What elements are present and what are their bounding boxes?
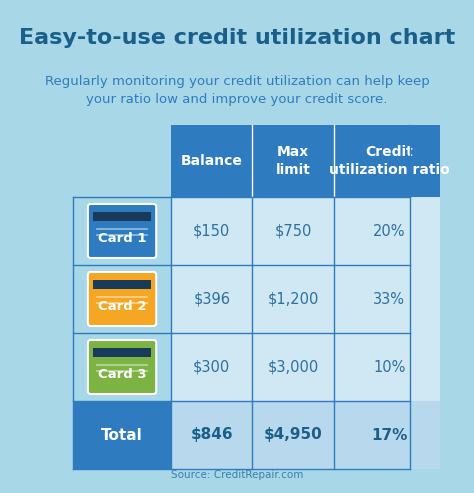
Bar (73, 401, 171, 469)
Text: Credit
utilization ratio: Credit utilization ratio (329, 145, 449, 177)
Bar (171, 401, 252, 469)
Text: 33%: 33% (373, 291, 405, 307)
Bar (93, 280, 151, 289)
Text: Balance: Balance (181, 154, 243, 168)
Bar (93, 348, 151, 357)
Text: 10%: 10% (373, 359, 405, 375)
Text: $4,950: $4,950 (264, 427, 322, 443)
FancyBboxPatch shape (88, 340, 156, 394)
FancyBboxPatch shape (88, 272, 156, 326)
Text: $396: $396 (193, 291, 230, 307)
Bar (171, 265, 252, 333)
Bar (171, 333, 252, 401)
Bar (171, 125, 445, 197)
Bar (334, 401, 445, 469)
Bar (73, 197, 171, 265)
Bar (93, 212, 151, 221)
Text: Card 1: Card 1 (98, 233, 146, 246)
Bar (73, 333, 171, 401)
Bar (252, 265, 334, 333)
Text: $150: $150 (193, 223, 230, 239)
Text: 20%: 20% (373, 223, 405, 239)
Text: $1,200: $1,200 (267, 291, 319, 307)
Text: Total: Total (101, 427, 143, 443)
Bar (334, 265, 445, 333)
Text: $846: $846 (191, 427, 233, 443)
Text: $300: $300 (193, 359, 230, 375)
Text: Max
limit: Max limit (275, 145, 310, 177)
Text: Regularly monitoring your credit utilization can help keep
your ratio low and im: Regularly monitoring your credit utiliza… (45, 74, 429, 106)
Bar (252, 197, 334, 265)
Bar (252, 401, 334, 469)
Bar (334, 333, 445, 401)
Bar (252, 333, 334, 401)
Text: $3,000: $3,000 (267, 359, 319, 375)
Bar (73, 265, 171, 333)
Text: Card 2: Card 2 (98, 301, 146, 314)
Bar (334, 197, 445, 265)
Text: $750: $750 (274, 223, 312, 239)
Text: 17%: 17% (371, 427, 407, 443)
FancyBboxPatch shape (88, 204, 156, 258)
Text: Easy-to-use credit utilization chart: Easy-to-use credit utilization chart (19, 28, 455, 48)
Text: Source: CreditRepair.com: Source: CreditRepair.com (171, 470, 303, 480)
Text: Card 3: Card 3 (98, 368, 146, 382)
Bar (171, 197, 252, 265)
